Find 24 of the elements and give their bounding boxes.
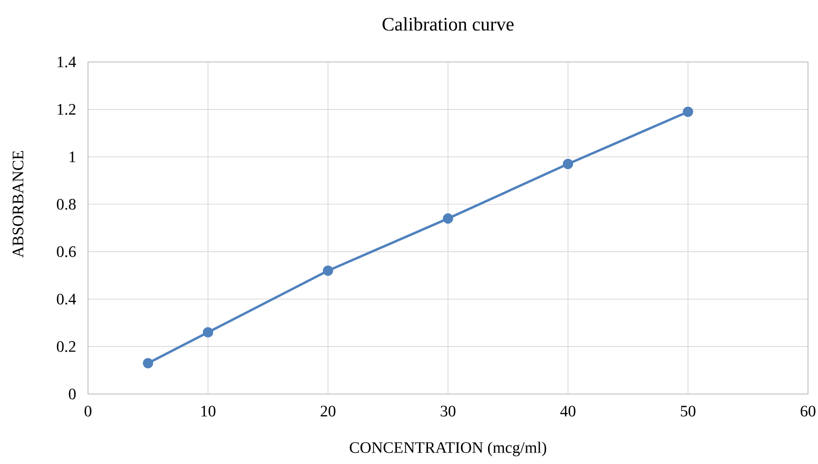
y-tick-label: 1.2 [58,104,76,115]
y-tick-label: 0.4 [56,294,76,305]
y-axis-title: ABSORBANCE [12,151,24,258]
y-tick-label: 0 [68,388,76,400]
y-tick-label: 0.2 [56,341,76,352]
point [442,213,454,224]
y-tick-label: 0.8 [56,198,76,210]
point [142,358,154,368]
y-tick-label: 1 [70,152,76,162]
x-tick-label: 30 [440,406,456,417]
x-tick-label: 20 [320,406,336,417]
x-tick-label: 10 [201,406,216,417]
point [562,158,574,170]
y-tick-label: 0.6 [56,246,76,258]
x-tick-label: 0 [84,406,92,417]
point [682,106,694,117]
x-axis-title: CONCENTRATION (mcg/ml) [350,442,546,456]
point [322,265,334,276]
x-tick-label: 60 [800,406,816,417]
chart-title: Calibration curve [382,17,514,31]
point [202,327,214,338]
y-tick-label: 1.4 [58,56,76,68]
x-tick-label: 50 [680,406,696,417]
x-tick-label: 40 [560,406,576,417]
